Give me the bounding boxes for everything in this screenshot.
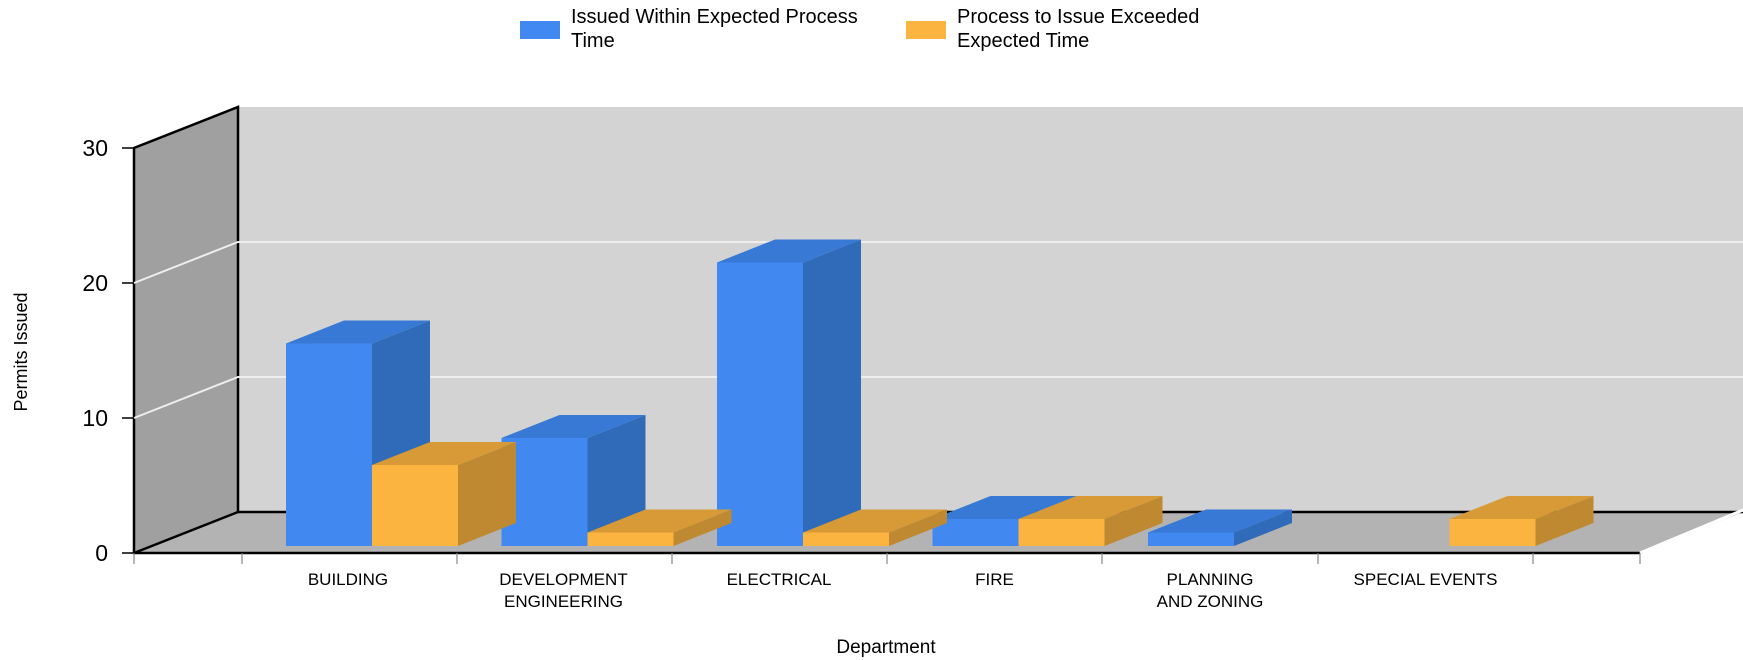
legend-label: Process to Issue Exceeded Expected Time — [957, 6, 1199, 52]
gridline — [133, 241, 1743, 284]
bar-top — [286, 320, 430, 344]
bar-front — [1148, 532, 1234, 546]
bar-front — [1449, 519, 1536, 546]
bar-top — [803, 509, 947, 533]
y-tick-label: 0 — [95, 540, 108, 566]
y-tick-label: 20 — [82, 270, 108, 296]
bar-top — [501, 415, 646, 438]
y-tick-label: 10 — [82, 405, 108, 431]
bar-front — [803, 532, 889, 546]
legend-swatch — [520, 21, 560, 39]
bar — [372, 442, 516, 546]
left-wall — [134, 107, 238, 553]
bar-top — [717, 239, 861, 263]
bar-front — [286, 343, 372, 546]
x-axis-label: Department — [836, 637, 936, 658]
x-tick-label: FIRE — [975, 570, 1014, 589]
x-tick-label: PLANNING AND ZONING — [1157, 570, 1264, 611]
x-tick-label: DEVELOPMENT ENGINEERING — [499, 570, 627, 611]
bar — [717, 239, 861, 546]
bar-front — [372, 465, 458, 546]
bar-top — [1148, 509, 1292, 533]
x-tick-label: SPECIAL EVENTS — [1354, 570, 1498, 589]
gridline — [133, 376, 1743, 419]
bar-front — [932, 519, 1019, 546]
bar-side — [587, 415, 646, 546]
bar — [1018, 496, 1163, 546]
back-wall — [238, 107, 1743, 512]
bar-side — [803, 239, 861, 546]
bar-side — [1104, 496, 1163, 546]
bar-front — [587, 532, 674, 546]
legend-label: Issued Within Expected Process Time — [571, 6, 858, 52]
x-tick-label: ELECTRICAL — [727, 570, 832, 589]
bar-top — [587, 509, 732, 533]
bar-side — [458, 442, 516, 546]
x-axis-ticks: BUILDING DEVELOPMENT ENGINEERING ELECTRICAL… — [133, 553, 1641, 611]
bar-front — [717, 262, 803, 546]
x-tick-label: BUILDING — [308, 570, 388, 589]
bar-top — [372, 442, 516, 465]
y-axis-label: Permits Issued — [11, 292, 31, 411]
gridlines — [133, 241, 1743, 419]
legend: Issued Within Expected Process Time Proces… — [520, 6, 1199, 52]
y-tick-label: 30 — [82, 135, 108, 161]
floor-right-edge — [1639, 508, 1743, 555]
bar-top — [1449, 496, 1594, 519]
bars — [286, 239, 1594, 546]
bar-top — [932, 496, 1077, 519]
y-axis-ticks: 0 10 20 30 — [82, 135, 134, 566]
bar — [803, 509, 947, 546]
bar-side — [1535, 496, 1594, 546]
bar-side — [673, 509, 732, 546]
legend-swatch — [906, 21, 946, 39]
bar-side — [1234, 509, 1292, 546]
floor-left-edge — [133, 510, 239, 555]
bar-front — [1018, 519, 1105, 546]
bar — [1449, 496, 1594, 546]
bar — [1148, 509, 1292, 546]
bar-top — [1018, 496, 1163, 519]
legend-item: Issued Within Expected Process Time — [520, 6, 858, 52]
bar — [587, 509, 732, 546]
bar-side — [889, 509, 947, 546]
legend-item: Process to Issue Exceeded Expected Time — [906, 6, 1199, 52]
